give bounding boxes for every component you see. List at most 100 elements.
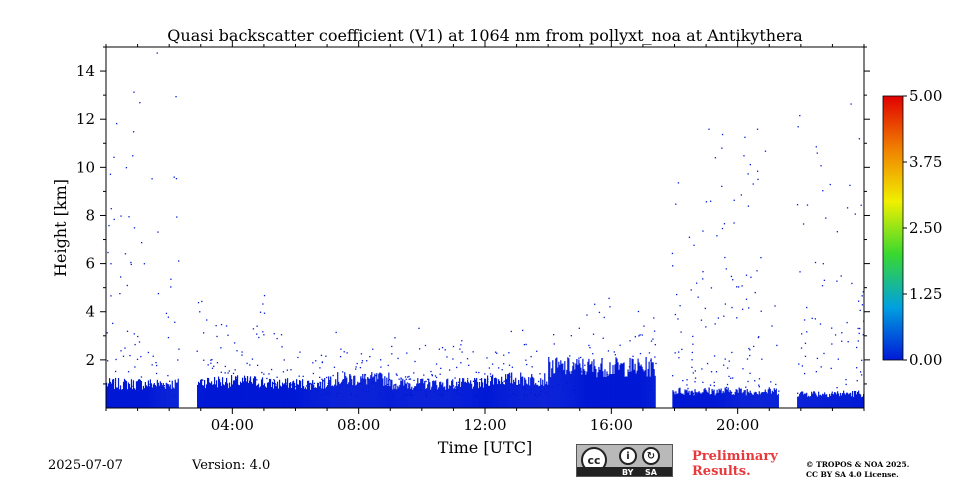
signal-column — [622, 363, 624, 408]
signal-column — [741, 393, 743, 408]
signal-column — [586, 371, 588, 408]
signal-speckle — [706, 362, 709, 365]
signal-speckle — [728, 375, 730, 378]
signal-column — [506, 378, 508, 408]
signal-speckle — [168, 380, 171, 382]
signal-column — [483, 387, 485, 408]
signal-speckle — [120, 215, 122, 217]
signal-speckle — [391, 353, 393, 355]
signal-speckle — [855, 346, 858, 349]
signal-column — [278, 379, 281, 408]
signal-speckle — [213, 365, 215, 368]
signal-column — [467, 379, 469, 408]
signal-column — [593, 359, 595, 408]
signal-speckle — [815, 146, 817, 148]
signal-speckle — [349, 373, 351, 376]
signal-speckle — [165, 312, 168, 315]
signal-speckle — [508, 352, 510, 354]
signal-speckle — [441, 346, 444, 349]
signal-speckle — [366, 360, 368, 362]
cc-license-badge[interactable]: cc i ↻ BY SA — [576, 444, 673, 477]
x-axis: 04:00 08:00 12:00 16:00 20:00 — [105, 41, 865, 434]
signal-column — [442, 382, 444, 408]
signal-column — [859, 393, 861, 408]
signal-speckle — [692, 343, 694, 345]
signal-column — [279, 385, 282, 408]
signal-column — [612, 365, 614, 408]
signal-column — [453, 388, 455, 408]
signal-speckle — [167, 316, 170, 318]
signal-speckle — [714, 323, 716, 325]
signal-column — [398, 387, 400, 408]
signal-speckle — [778, 390, 780, 392]
signal-speckle — [761, 358, 763, 360]
signal-speckle — [414, 360, 416, 363]
signal-speckle — [825, 217, 827, 219]
signal-column — [283, 383, 286, 408]
signal-speckles — [106, 52, 864, 398]
signal-column — [737, 392, 739, 408]
signal-column — [317, 382, 319, 408]
signal-column — [155, 386, 157, 408]
signal-column — [117, 378, 120, 408]
signal-column — [255, 385, 258, 408]
signal-speckle — [418, 327, 420, 330]
signal-column — [316, 388, 318, 408]
signal-speckle — [130, 261, 132, 264]
signal-speckle — [831, 343, 833, 345]
signal-column — [521, 376, 523, 408]
signal-speckle — [831, 391, 833, 393]
signal-column — [264, 386, 267, 408]
signal-column — [508, 373, 510, 408]
signal-column — [701, 392, 703, 408]
signal-column — [589, 365, 591, 408]
signal-column — [391, 379, 393, 408]
signal-speckle — [133, 227, 136, 229]
signal-column — [529, 385, 531, 408]
signal-speckle — [262, 303, 264, 305]
signal-column — [770, 393, 772, 408]
signal-speckle — [860, 374, 863, 376]
signal-column — [204, 379, 206, 408]
signal-column — [238, 385, 241, 408]
signal-column — [106, 382, 108, 408]
signal-speckle — [290, 369, 292, 371]
signal-column — [109, 381, 112, 408]
signal-speckle — [275, 384, 277, 386]
signal-column — [534, 384, 536, 408]
signal-column — [129, 387, 132, 408]
signal-column — [336, 385, 338, 408]
signal-speckle — [862, 291, 864, 293]
signal-column — [412, 389, 414, 408]
signal-speckle — [691, 351, 693, 354]
signal-speckle — [452, 385, 455, 387]
signal-column — [309, 382, 311, 408]
signal-speckle — [211, 367, 214, 369]
signal-speckle — [748, 347, 750, 350]
signal-column — [721, 393, 723, 408]
signal-speckle — [227, 334, 229, 336]
signal-column — [528, 377, 530, 408]
signal-column — [686, 389, 688, 408]
signal-speckle — [178, 260, 180, 262]
signal-speckle — [679, 305, 681, 307]
signal-speckle — [225, 325, 228, 327]
signal-column — [552, 360, 554, 408]
signal-column — [377, 379, 379, 408]
signal-column — [522, 376, 524, 408]
signal-speckle — [427, 378, 429, 380]
signal-column — [485, 378, 487, 408]
signal-column — [257, 383, 260, 408]
signal-column — [604, 369, 606, 408]
signal-column — [497, 384, 499, 408]
signal-speckle — [270, 368, 273, 371]
signal-speckle — [431, 373, 433, 376]
signal-column — [461, 381, 463, 408]
signal-speckle — [653, 317, 655, 319]
signal-column — [571, 370, 573, 408]
colorbar-tick-label: 1.25 — [909, 285, 942, 303]
signal-speckle — [607, 350, 610, 352]
signal-speckle — [742, 368, 744, 370]
signal-column — [310, 389, 312, 408]
signal-speckle — [776, 344, 778, 347]
